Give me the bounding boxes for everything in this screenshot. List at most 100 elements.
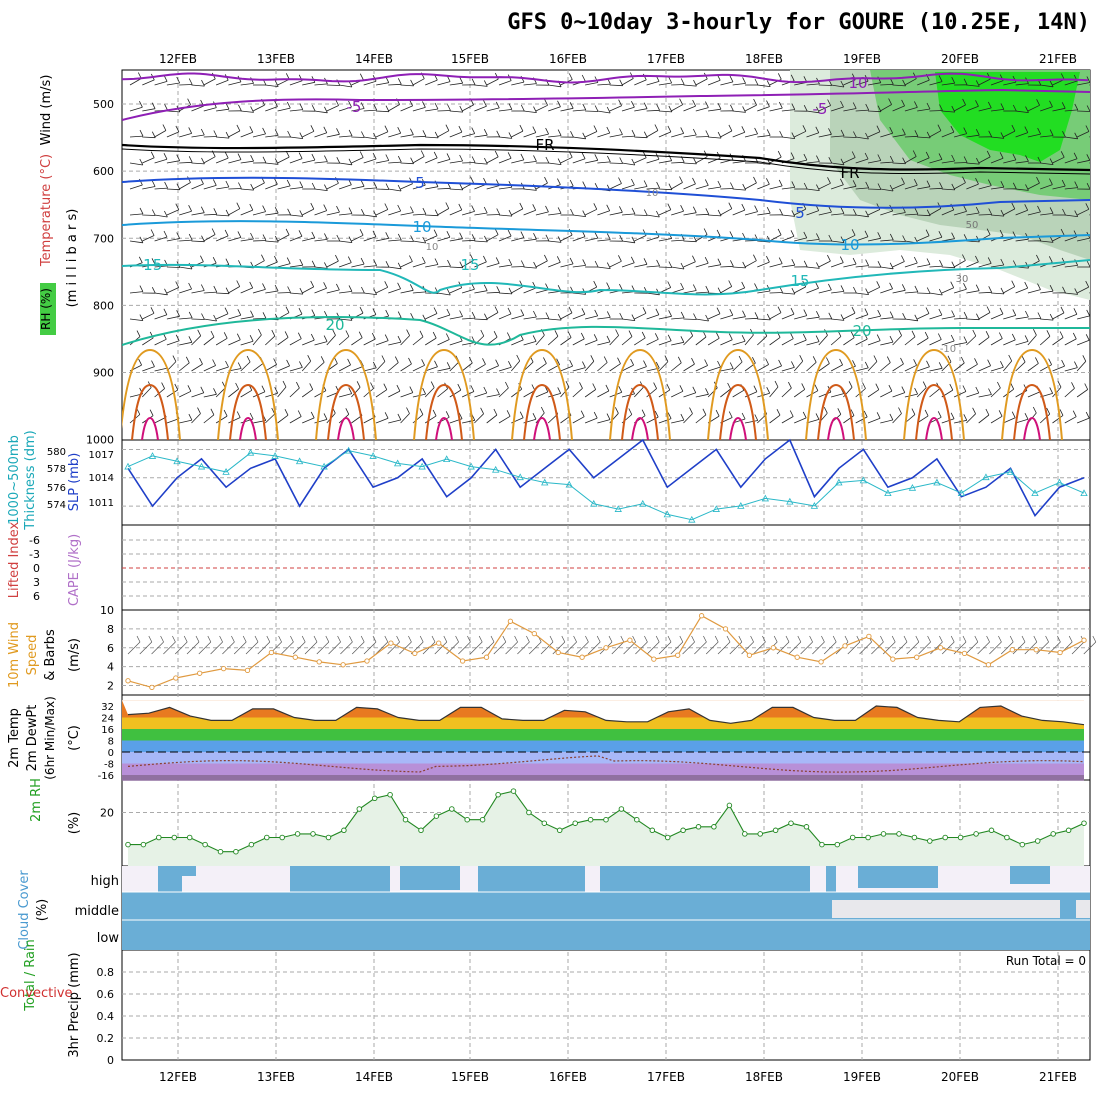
wind10-barb (1048, 641, 1061, 655)
wind-barb (843, 185, 857, 190)
wind-barb (671, 84, 685, 86)
wind-barb-flag (1012, 153, 1017, 161)
wind-barb-flag (741, 335, 746, 342)
rh-point (433, 813, 440, 819)
wind-barb (744, 133, 758, 138)
wind-barb (867, 417, 881, 424)
wind-barb-flag (188, 127, 193, 134)
wind-barb (646, 81, 660, 86)
wind-barb (1064, 214, 1078, 217)
wind10-barb (776, 641, 790, 655)
wind-barb (535, 334, 545, 346)
wind-barb (191, 335, 201, 346)
wind-barb (142, 235, 155, 242)
wind-barb-flag (174, 383, 179, 391)
wind-barb (1089, 240, 1090, 242)
wind10-barb (540, 641, 554, 655)
wind-barb-flag (1046, 330, 1051, 337)
wind-barb-flag (532, 126, 537, 133)
wind-barb-flag (581, 74, 586, 82)
wind-barb (658, 82, 672, 86)
wind-barb-flag (445, 411, 450, 418)
wind-barb-flag (988, 388, 992, 395)
wind-barb (843, 263, 857, 268)
wind-barb (904, 336, 916, 346)
rh-point (880, 831, 887, 837)
wind-barb-flag (507, 152, 512, 159)
wind-barb-flag (875, 383, 880, 390)
wind-barb-flag (863, 410, 868, 418)
wind-barb-flag (237, 309, 242, 316)
wind-barb (917, 186, 931, 190)
wind-barb-flag (250, 106, 254, 113)
wind-barb (585, 237, 598, 242)
wind-barb (560, 156, 573, 164)
wind-barb (1015, 110, 1029, 113)
wind-barb (1027, 318, 1041, 320)
wind-barb (880, 83, 894, 86)
wind-barb-flag (656, 210, 660, 218)
slp-tick: 1011 (89, 498, 114, 509)
wind-barb-flag (679, 98, 683, 105)
thickness-marker (859, 476, 868, 484)
wind10-barb (340, 641, 353, 655)
temp-band (122, 729, 1084, 741)
wind-barb-flag (422, 314, 427, 321)
wind-barb (265, 183, 278, 190)
wind-barb-flag (175, 203, 180, 210)
wind-barb-flag (1085, 334, 1090, 341)
wind-barb (424, 415, 437, 424)
wind-barb-flag (901, 177, 905, 184)
wind-barb (437, 314, 451, 320)
wind10-barb (528, 641, 542, 655)
wind-barb-flag (753, 254, 757, 261)
wind-barb (523, 316, 537, 320)
wind-barb (215, 313, 229, 320)
wind-barb-flag (225, 258, 230, 265)
wind-barb-flag (925, 229, 930, 236)
wind-barb (867, 389, 880, 398)
wind-barb (252, 391, 266, 398)
wind-barb (917, 313, 930, 320)
wind-barb-flag (1010, 383, 1015, 390)
wind-barb-flag (483, 177, 487, 185)
wind-barb (1064, 158, 1078, 164)
wind-barb (978, 185, 992, 190)
wind-barb-flag (975, 129, 980, 136)
wind-barb (634, 186, 648, 190)
wind-barb-flag (1061, 179, 1066, 187)
wind-barb-flag (802, 125, 807, 132)
wind-barb (818, 105, 831, 112)
wind-barb (794, 417, 807, 424)
wind10-barb (292, 641, 306, 655)
wind-barb (191, 84, 205, 87)
slp-tick: 1017 (89, 450, 114, 461)
wind-barb-flag (176, 76, 181, 84)
wind-barb (486, 214, 500, 216)
wind-barb (707, 366, 721, 372)
wind-barb (498, 109, 512, 112)
wind10-barb-flag (290, 635, 294, 643)
wind-barb (695, 185, 709, 190)
wind-barb (781, 264, 795, 268)
wind-barb (757, 392, 770, 398)
wind-barb (1089, 214, 1090, 216)
wind-barb-flag (162, 124, 167, 131)
wind-barb-flag (175, 334, 180, 341)
wind-barb-flag (176, 232, 181, 239)
wind-barb-flag (1074, 288, 1079, 295)
wind-barb (400, 289, 414, 294)
wind-barb (179, 84, 193, 86)
wind-barb (671, 266, 685, 270)
wind-barb (240, 209, 253, 216)
wind-barb (757, 212, 771, 216)
wind-barb-flag (730, 260, 734, 267)
wind-barb (1076, 417, 1090, 424)
wind-barb-flag (926, 360, 930, 367)
wind-barb (400, 162, 414, 165)
wind-barb (1040, 84, 1054, 88)
wind-barb-flag (873, 355, 878, 362)
wind-barb (1015, 418, 1029, 424)
temp-band (122, 717, 1084, 729)
wind-barb (892, 162, 906, 165)
